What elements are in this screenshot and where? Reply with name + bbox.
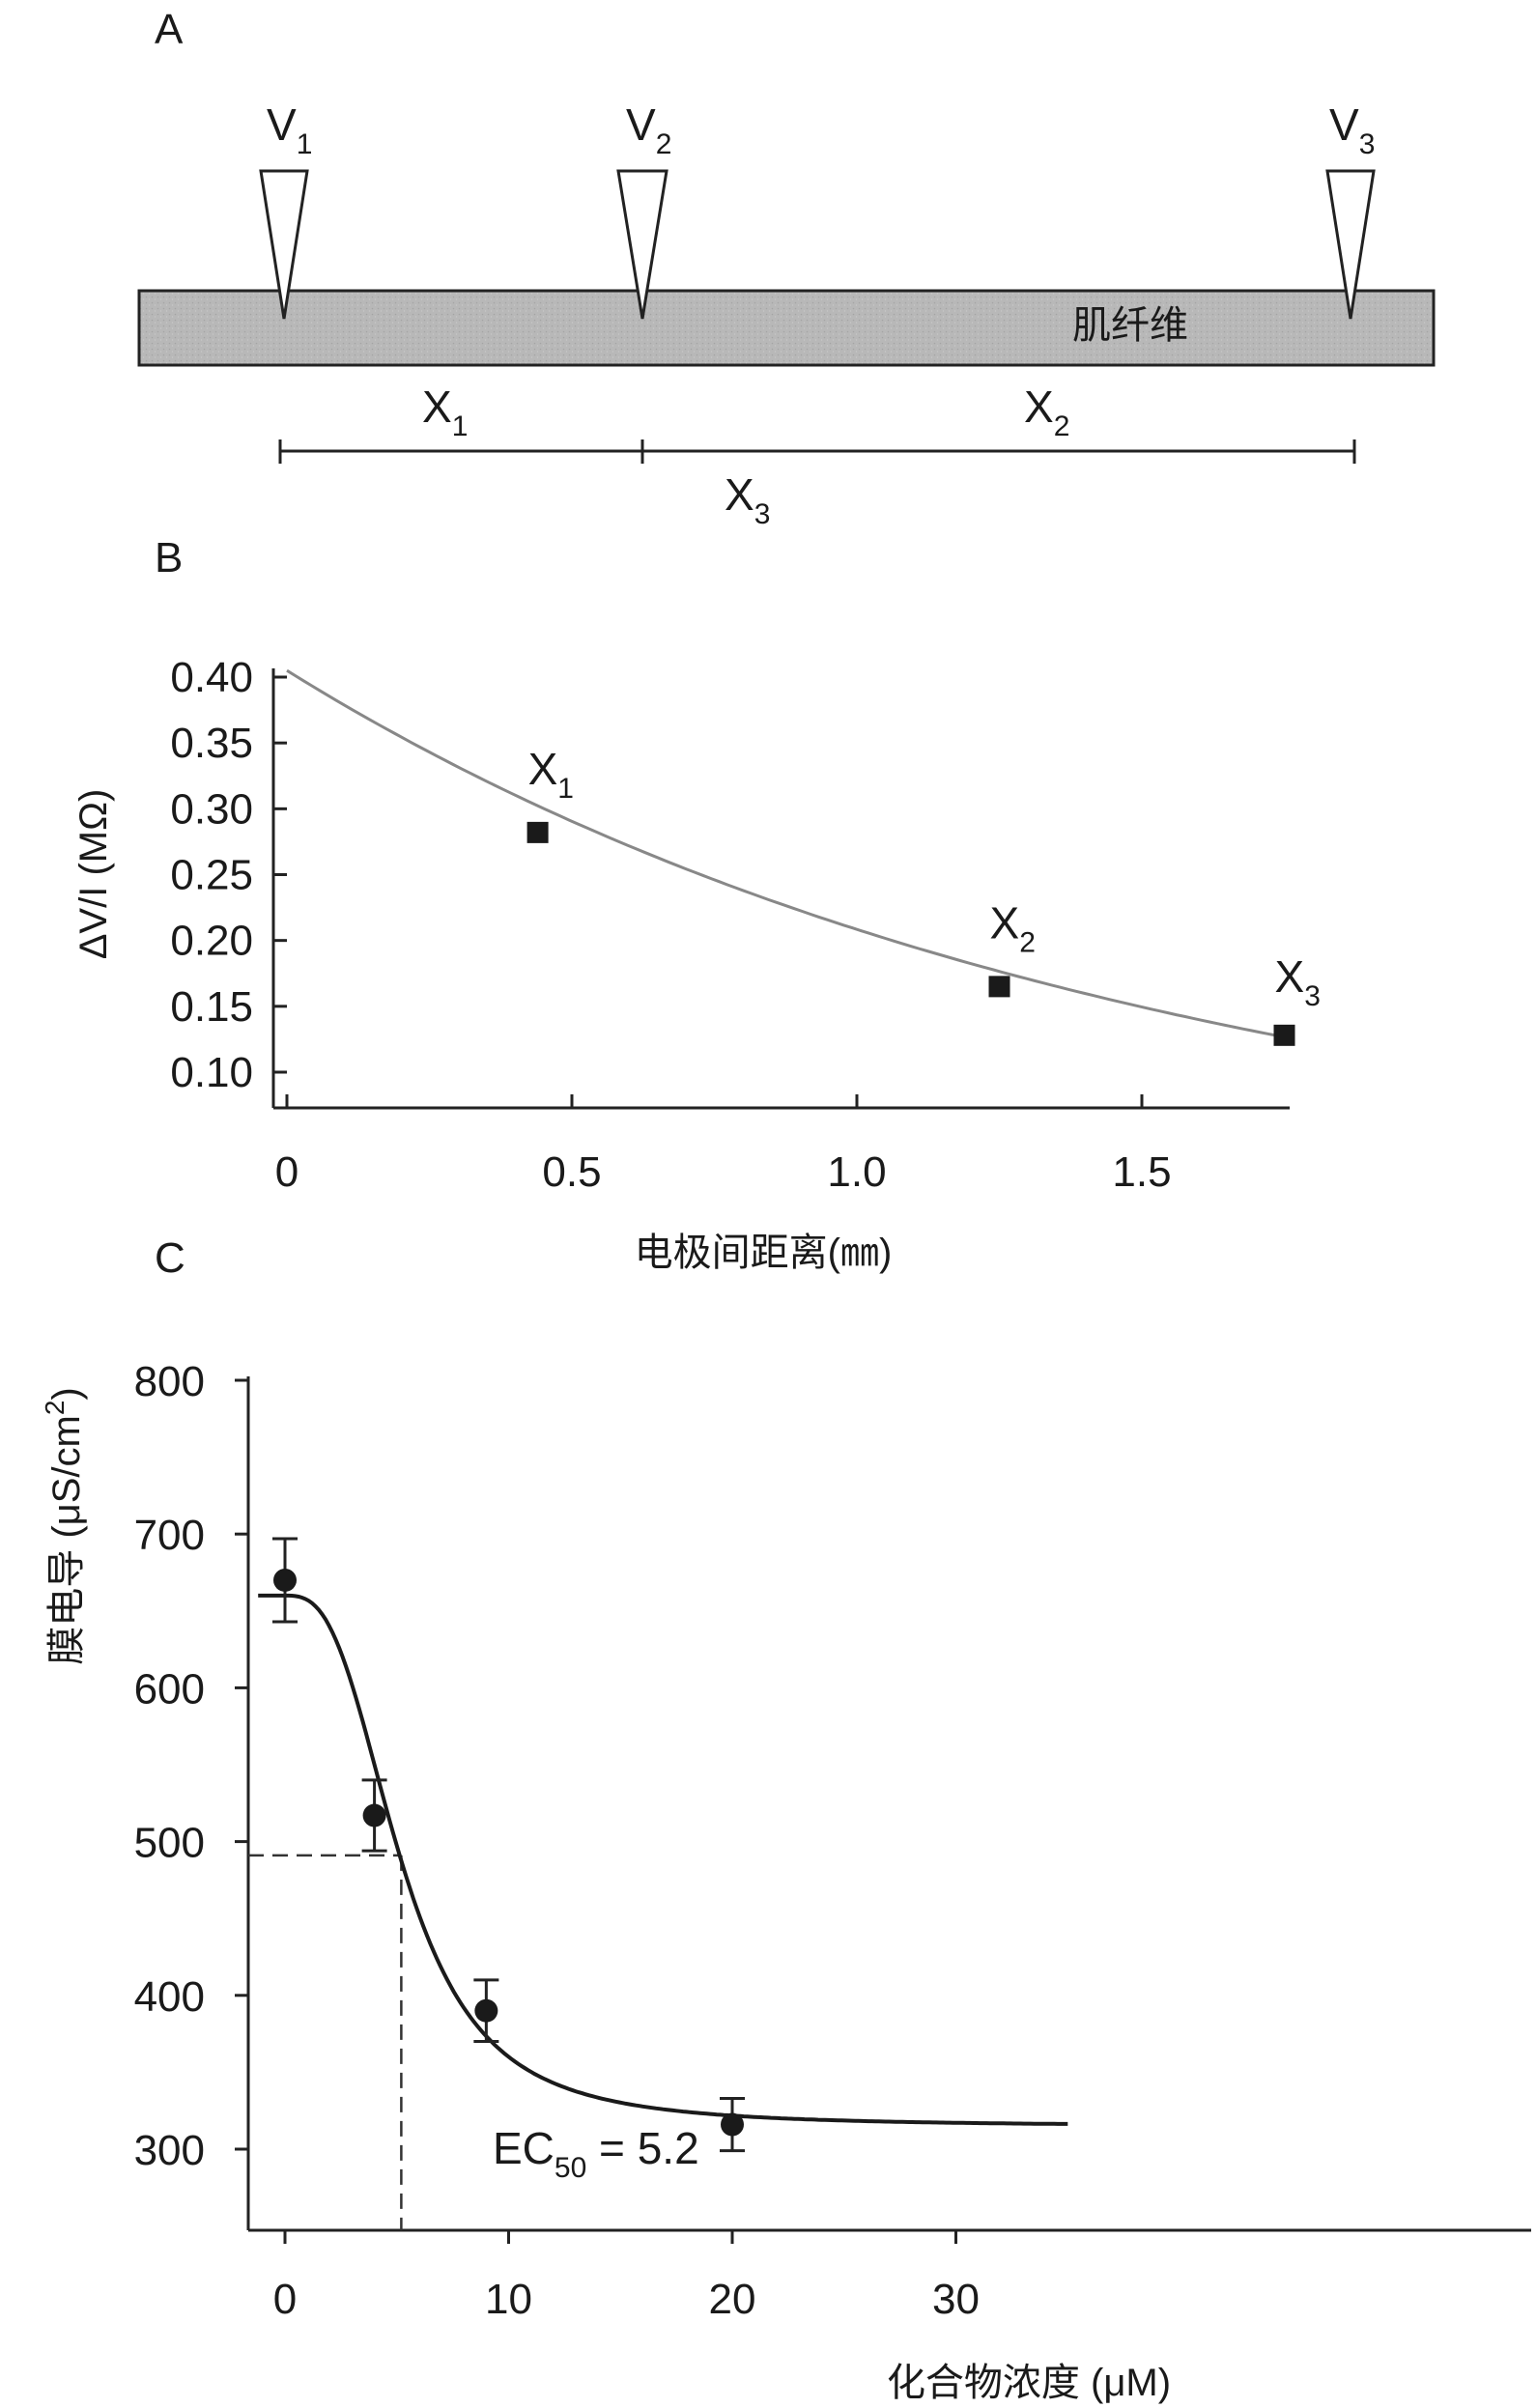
chart-b-y-tick-label: 0.35 bbox=[170, 720, 253, 767]
panel-c-letter: C bbox=[155, 1234, 185, 1282]
chart-c-y-tick-label: 500 bbox=[134, 1820, 205, 1867]
distance-x3-label: X3 bbox=[725, 469, 770, 530]
chart-c-fit-curve bbox=[258, 1593, 1068, 2126]
chart-c-y-axis-title-close: ) bbox=[45, 1387, 88, 1400]
chart-b-point-label-subscript: 2 bbox=[1019, 926, 1036, 958]
chart-b-point-label-letter: X bbox=[990, 897, 1020, 948]
electrode-v1-subscript: 1 bbox=[297, 128, 313, 160]
chart-c-x-tick-label: 20 bbox=[709, 2276, 756, 2323]
chart-c-ec50-label-subscript: 50 bbox=[555, 2152, 586, 2184]
panel-b: B 0.40 0.35 0.30 0.25 0.20 0.15 0.10 0 0.5 1.0 1.5… bbox=[72, 534, 1321, 1274]
distance-x1-label: X1 bbox=[422, 382, 468, 442]
chart-b-marker bbox=[988, 976, 1010, 998]
electrode-v2: V2 bbox=[616, 99, 671, 320]
chart-c-marker bbox=[273, 1568, 297, 1592]
chart-b: 0.40 0.35 0.30 0.25 0.20 0.15 0.10 0 0.5 1.0 1.5 ΔV… bbox=[72, 654, 1321, 1274]
chart-c-x-tick-label: 0 bbox=[273, 2276, 297, 2323]
chart-b-x-tick-label: 0 bbox=[275, 1148, 299, 1196]
chart-b-point-label: X3 bbox=[1275, 951, 1321, 1012]
chart-b-y-tick-label: 0.10 bbox=[170, 1049, 253, 1096]
electrode-v2-subscript: 2 bbox=[656, 128, 672, 160]
chart-c-marker bbox=[474, 1998, 498, 2023]
chart-b-y-tick-label: 0.20 bbox=[170, 918, 253, 965]
electrode-v2-label: V2 bbox=[626, 99, 671, 160]
chart-c-marker bbox=[721, 2112, 744, 2137]
chart-b-point-label: X1 bbox=[528, 744, 574, 805]
chart-b-point-label: X2 bbox=[990, 897, 1036, 958]
distance-x3-subscript: 3 bbox=[754, 498, 771, 530]
electrode-v1-letter: V bbox=[267, 99, 297, 150]
distance-x1-letter: X bbox=[422, 382, 452, 432]
muscle-fiber bbox=[137, 289, 1436, 367]
chart-b-fit-curve bbox=[286, 668, 1285, 1039]
chart-c-y-tick-label: 800 bbox=[134, 1358, 205, 1405]
chart-b-y-tick-label: 0.15 bbox=[170, 983, 253, 1031]
chart-b-point-label-subscript: 1 bbox=[557, 773, 574, 805]
chart-b-y-tick-label: 0.25 bbox=[170, 852, 253, 899]
chart-b-marker bbox=[526, 821, 549, 843]
distance-x2-label: X2 bbox=[1024, 382, 1069, 442]
fiber-label: 肌纤维 bbox=[1072, 304, 1188, 347]
electrode-v2-shape bbox=[616, 169, 668, 320]
chart-b-y-tick-label: 0.30 bbox=[170, 785, 253, 833]
chart-b-y-tick-label: 0.40 bbox=[170, 654, 253, 701]
chart-c-y-tick-label: 600 bbox=[134, 1665, 205, 1713]
chart-c-ec50-label-value: = 5.2 bbox=[586, 2123, 698, 2173]
panel-b-letter: B bbox=[155, 534, 183, 581]
chart-c-y-axis-title: 膜电导 (μS/cm2) bbox=[40, 1387, 88, 1665]
chart-c-y-axis-title-superscript: 2 bbox=[40, 1401, 70, 1416]
chart-c-x-tick-label: 30 bbox=[932, 2276, 980, 2323]
distance-x2-letter: X bbox=[1024, 382, 1054, 432]
electrode-v3: V3 bbox=[1325, 99, 1376, 320]
chart-b-x-axis-title: 电极间距离(㎜) bbox=[635, 1232, 893, 1274]
electrode-v1-label: V1 bbox=[267, 99, 312, 160]
chart-c-x-axis-title: 化合物浓度 (μM) bbox=[887, 2362, 1171, 2404]
chart-c-y-axis-title-main: 膜电导 (μS/cm bbox=[45, 1415, 88, 1665]
chart-c-ec50-label-main: EC bbox=[493, 2123, 555, 2173]
distance-x3-letter: X bbox=[725, 469, 754, 520]
distance-x1-subscript: 1 bbox=[452, 411, 469, 442]
electrode-v1: V1 bbox=[259, 99, 312, 320]
chart-b-x-tick-label: 0.5 bbox=[542, 1148, 601, 1196]
distance-bar bbox=[278, 439, 1356, 464]
electrode-v2-letter: V bbox=[626, 99, 656, 150]
chart-b-point-label-subscript: 3 bbox=[1304, 980, 1321, 1012]
chart-c-x-tick-label: 10 bbox=[485, 2276, 532, 2323]
chart-c: 800 700 600 500 400 300 0 10 20 30 膜电导 (μS/cm2) 化合物… bbox=[40, 1358, 1531, 2404]
chart-c-y-tick-label: 400 bbox=[134, 1973, 205, 2021]
chart-c-marker bbox=[362, 1803, 386, 1827]
chart-b-x-tick-label: 1.0 bbox=[827, 1148, 886, 1196]
chart-c-ec50-label: EC50 = 5.2 bbox=[493, 2123, 699, 2184]
panel-a: A 肌纤维 V1 V2 V3 bbox=[137, 6, 1436, 530]
chart-c-y-tick-label: 700 bbox=[134, 1512, 205, 1559]
electrode-v1-shape bbox=[259, 169, 309, 320]
electrode-v3-letter: V bbox=[1329, 99, 1359, 150]
chart-c-y-tick-label: 300 bbox=[134, 2127, 205, 2174]
chart-b-x-tick-label: 1.5 bbox=[1112, 1148, 1171, 1196]
chart-b-y-axis-title: ΔV/I (MΩ) bbox=[72, 789, 115, 960]
electrode-v3-subscript: 3 bbox=[1359, 128, 1376, 160]
chart-b-point-label-letter: X bbox=[1275, 951, 1305, 1002]
electrode-v3-shape bbox=[1325, 169, 1376, 320]
distance-x2-subscript: 2 bbox=[1054, 411, 1070, 442]
panel-c: C 800 700 600 500 400 300 0 10 20 30 膜电导 (μS/cm2) 化… bbox=[40, 1234, 1531, 2404]
electrode-v3-label: V3 bbox=[1329, 99, 1375, 160]
chart-b-marker bbox=[1273, 1024, 1295, 1046]
chart-b-point-label-letter: X bbox=[528, 744, 558, 794]
panel-a-letter: A bbox=[155, 6, 184, 53]
